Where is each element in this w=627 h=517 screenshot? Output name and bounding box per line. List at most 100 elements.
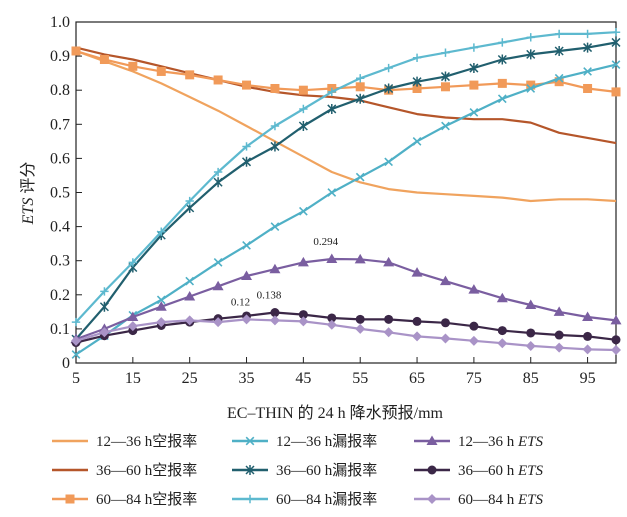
x-tick-label: 45: [295, 370, 311, 387]
x-axis-title: EC–THIN 的 24 h 降水预报/mm: [227, 404, 444, 422]
data-point: [383, 256, 395, 267]
data-point: [525, 299, 537, 310]
data-point: [270, 121, 280, 131]
legend-label-text: 36—60 h: [458, 463, 518, 479]
series-3: [71, 46, 621, 97]
data-point: [298, 121, 308, 132]
data-point: [184, 291, 196, 301]
data-point: [213, 317, 224, 328]
legend-label-text: 36—60 h漏报率: [276, 462, 377, 479]
data-point: [468, 335, 479, 346]
data-point: [441, 48, 450, 57]
data-point: [242, 80, 252, 90]
data-point: [412, 316, 422, 326]
data-point: [185, 276, 195, 286]
legend-item-2: 36—60 h空报率: [52, 462, 197, 479]
data-point: [298, 316, 309, 327]
data-point: [554, 342, 565, 353]
data-point: [327, 87, 336, 97]
data-point: [99, 327, 110, 338]
legend-swatch-marker: [245, 494, 255, 504]
data-point: [270, 222, 280, 231]
data-point: [71, 46, 81, 56]
data-point: [384, 157, 393, 167]
y-tick-label: 1.0: [50, 14, 70, 31]
data-point: [611, 28, 621, 37]
legend-item-7: 12—36 h ETS: [414, 434, 544, 450]
data-point: [583, 67, 592, 76]
legend-item-1: 12—36 h空报率: [52, 433, 197, 450]
data-point: [440, 82, 450, 92]
data-point: [327, 188, 337, 197]
data-point: [355, 93, 365, 104]
legend: 12—36 h空报率 36—60 h空报率 60—84 h空报率 12—36 h漏报率…: [52, 433, 544, 508]
x-tick-label: 15: [125, 370, 141, 387]
legend-label-text: 12—36 h: [458, 434, 518, 450]
data-point: [127, 321, 138, 332]
y-tick-label: 0.9: [50, 48, 70, 65]
data-point: [127, 311, 139, 321]
data-point: [412, 76, 422, 87]
series-line: [75, 311, 617, 344]
data-point: [526, 33, 535, 42]
series-line: [75, 31, 617, 323]
data-point: [213, 75, 223, 85]
y-tick-label: 0.8: [50, 82, 70, 99]
data-point: [412, 331, 423, 342]
data-label: 0.12: [231, 296, 250, 308]
data-point: [298, 85, 308, 95]
legend-swatch-marker: [427, 465, 437, 475]
legend-swatch-marker: [245, 436, 255, 446]
data-point: [270, 141, 280, 152]
data-point: [441, 121, 450, 131]
data-point: [583, 83, 593, 93]
data-point: [241, 314, 252, 325]
data-point: [355, 314, 365, 324]
legend-item-4: 12—36 h漏报率: [232, 433, 377, 450]
x-tick-label: 95: [580, 370, 596, 387]
data-point: [157, 227, 166, 236]
y-tick-label: 0.3: [50, 253, 70, 270]
data-point: [440, 71, 451, 82]
data-point: [611, 37, 621, 48]
data-point: [582, 311, 594, 321]
data-point: [496, 292, 508, 303]
y-tick-label: 0.5: [50, 185, 70, 202]
y-axis-title-italic: ETS: [20, 198, 37, 226]
y-tick-label: 0.4: [50, 219, 70, 236]
data-point: [554, 29, 564, 39]
data-point: [299, 206, 308, 216]
y-axis-title: ETS 评分: [19, 162, 37, 226]
x-axis: 5 15 25 35 45 55 65 75 85 95: [72, 357, 596, 387]
data-point: [554, 73, 564, 83]
data-point: [525, 340, 536, 351]
data-point: [128, 258, 138, 267]
data-point: [212, 280, 224, 291]
series-line: [75, 318, 617, 352]
legend-label: 12—36 h ETS: [458, 434, 544, 450]
legend-label: 36—60 h漏报率: [276, 462, 377, 479]
legend-label-text: 60—84 h: [458, 492, 518, 508]
data-point: [497, 78, 507, 88]
data-point: [611, 345, 621, 356]
data-point: [327, 313, 337, 323]
data-point: [583, 331, 593, 341]
y-tick-label: 0.2: [50, 287, 70, 304]
legend-label-text: 60—84 h空报率: [96, 491, 197, 508]
data-point: [184, 315, 195, 326]
y-axis-title-rest: 评分: [19, 162, 37, 198]
data-point: [155, 301, 167, 311]
series-1: [75, 49, 617, 203]
legend-label: 60—84 h ETS: [458, 492, 544, 508]
legend-label: 60—84 h空报率: [96, 491, 197, 508]
series-lines: [70, 28, 622, 359]
data-point: [213, 177, 223, 188]
legend-item-3: 60—84 h空报率: [52, 491, 197, 508]
legend-item-8: 36—60 h ETS: [414, 463, 544, 479]
data-point: [440, 318, 450, 328]
data-point: [412, 83, 422, 93]
data-point: [384, 63, 393, 73]
data-point: [469, 321, 479, 331]
x-tick-label: 35: [239, 370, 255, 387]
series-line: [75, 63, 617, 356]
